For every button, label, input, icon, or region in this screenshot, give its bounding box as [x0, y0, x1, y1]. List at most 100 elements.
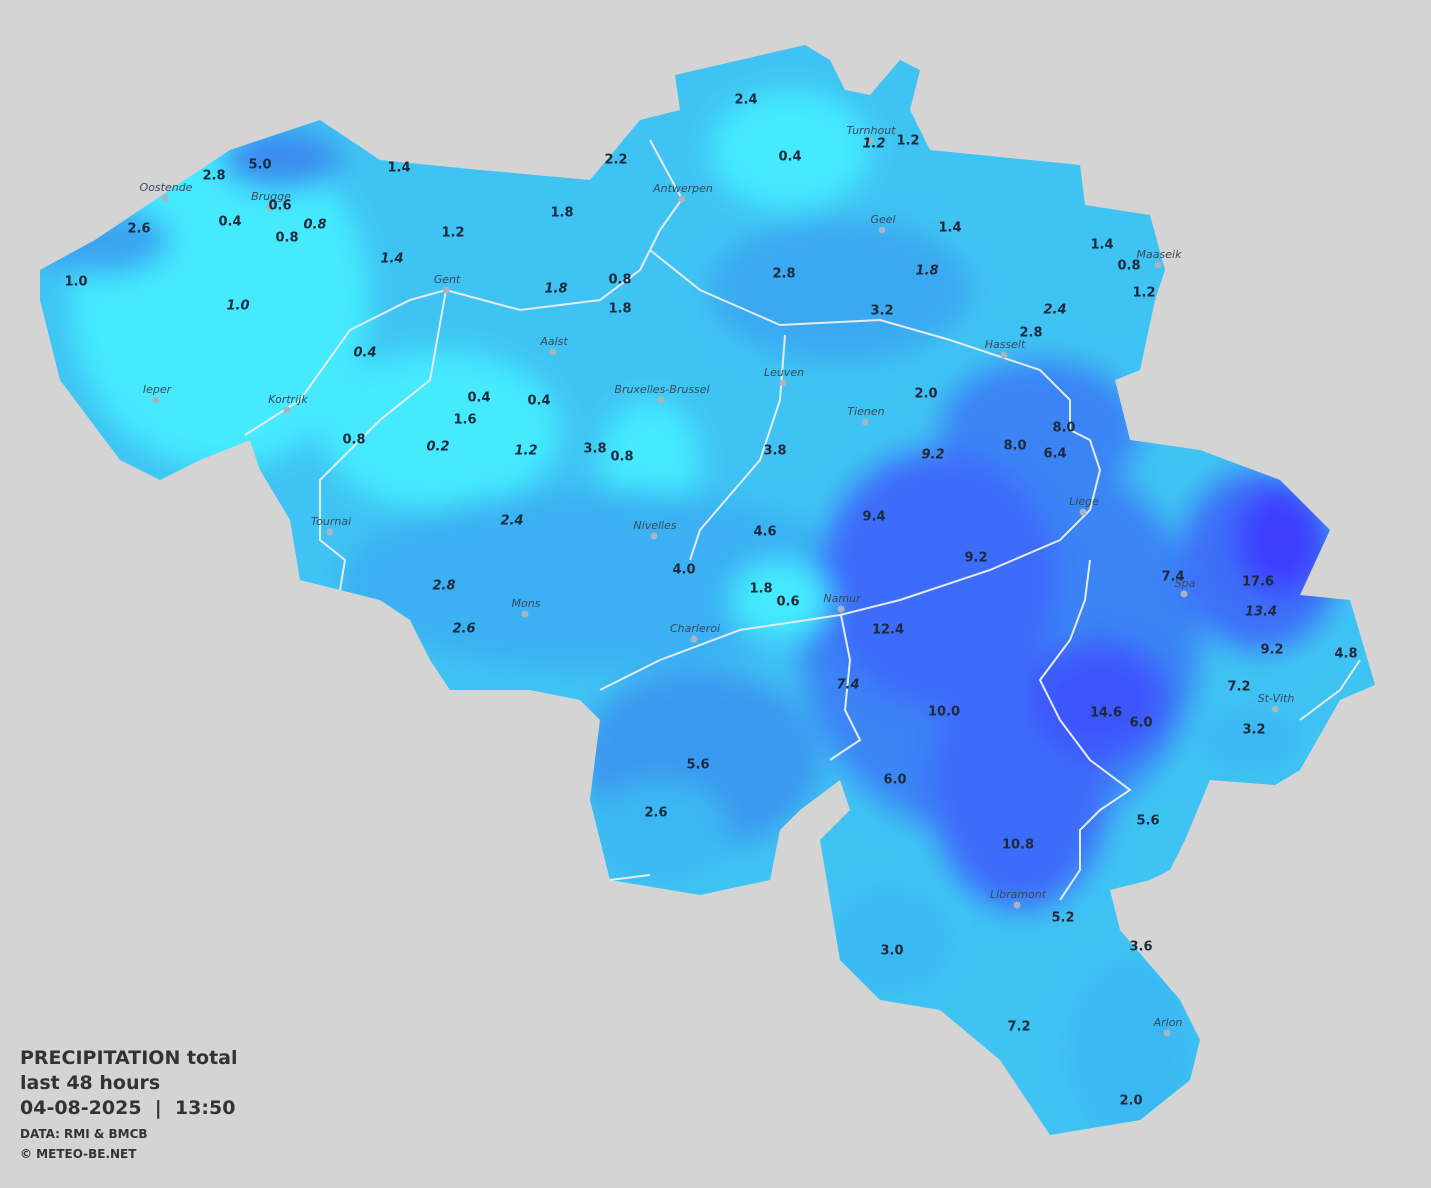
reading: 5.2 [1051, 911, 1074, 926]
city-label: Namur [823, 592, 862, 605]
city-label: Antwerpen [652, 182, 713, 195]
city-dot [861, 418, 869, 426]
city-dot [152, 396, 160, 404]
reading: 6.4 [1043, 447, 1066, 462]
reading: 2.0 [914, 387, 937, 402]
reading: 2.6 [644, 806, 667, 821]
readings: 2.4 5.0 2.8 2.2 0.4 1.2 1.4 0.6 0.4 0.8 2.6 1.8 1.2 1… [64, 93, 1357, 1109]
reading-secondary: 0.2 [426, 440, 449, 455]
city-label: Brugge [251, 190, 291, 203]
river-meuse-south [829, 614, 862, 761]
city-dot [1271, 705, 1279, 713]
cities: Oostende Brugge Antwerpen Turnhout Geel Maase… [140, 124, 1295, 1037]
legend-source: DATA: RMI & BMCB [20, 1127, 148, 1141]
city-label: Spa [1175, 577, 1196, 590]
reading: 0.8 [1117, 259, 1140, 274]
reading: 14.6 [1090, 706, 1122, 721]
city-dot [161, 194, 169, 202]
rivers [244, 139, 1361, 901]
city-label: Libramont [990, 888, 1047, 901]
reading: 1.2 [1132, 286, 1155, 301]
city-label: Aalst [539, 335, 568, 348]
city-label: Ieper [143, 383, 173, 396]
reading: 5.6 [686, 758, 709, 773]
reading-secondary: 0.4 [353, 346, 376, 361]
city-dot [1163, 1029, 1171, 1037]
reading-secondary: 1.2 [514, 444, 537, 459]
reading-secondary: 2.4 [1043, 303, 1066, 318]
reading-secondary: 7.4 [836, 678, 859, 693]
reading: 6.0 [1129, 716, 1152, 731]
reading: 7.4 [1161, 570, 1184, 585]
reading: 4.8 [1334, 647, 1357, 662]
reading: 1.4 [938, 221, 961, 236]
reading: 12.4 [872, 623, 904, 638]
reading: 7.2 [1007, 1020, 1030, 1035]
reading: 0.8 [275, 231, 298, 246]
city-dot [866, 137, 874, 145]
city-dot [837, 605, 845, 613]
reading: 0.8 [610, 450, 633, 465]
city-dot [779, 379, 787, 387]
city-dot [878, 226, 886, 234]
reading-secondary: 13.4 [1245, 605, 1277, 620]
legend-copyright: © METEO-BE.NET [20, 1147, 137, 1161]
canal [649, 249, 1071, 430]
reading: 0.8 [342, 433, 365, 448]
reading-secondary: 1.0 [226, 299, 249, 314]
reading: 8.0 [1052, 421, 1075, 436]
reading-secondary: 9.2 [921, 448, 944, 463]
city-dot [1079, 508, 1087, 516]
reading: 1.8 [749, 582, 772, 597]
city-label: Gent [434, 273, 461, 286]
city-label: Arlon [1153, 1016, 1183, 1029]
river-lys [319, 289, 447, 591]
reading: 9.2 [964, 551, 987, 566]
city-label: Charleroi [670, 622, 720, 635]
city-label: Liege [1069, 495, 1099, 508]
reading: 2.0 [1119, 1094, 1142, 1109]
city-dot [442, 286, 450, 294]
reading: 2.6 [127, 222, 150, 237]
city-label: Leuven [764, 366, 804, 379]
reading: 1.8 [550, 206, 573, 221]
reading: 1.0 [64, 275, 87, 290]
reading: 17.6 [1242, 575, 1274, 590]
reading: 3.2 [870, 304, 893, 319]
city-dot [650, 532, 658, 540]
city-label: Mons [512, 597, 541, 610]
reading-secondary: 2.6 [452, 622, 475, 637]
reading-secondary: 2.4 [500, 514, 523, 529]
reading-secondary: 1.2 [862, 137, 885, 152]
city-dot [549, 348, 557, 356]
river-scheldt [244, 139, 684, 436]
reading: 5.6 [1136, 814, 1159, 829]
river-semois [609, 874, 651, 881]
city-dot [521, 610, 529, 618]
city-label: St-Vith [1258, 692, 1295, 705]
legend-datetime: 04-08-2025 | 13:50 [20, 1097, 235, 1119]
reading: 7.2 [1227, 680, 1250, 695]
river-ourthe [1038, 559, 1132, 901]
city-label: Kortrijk [268, 393, 308, 406]
reading: 9.2 [1260, 643, 1283, 658]
reading: 5.0 [248, 158, 271, 173]
city-dot [1013, 901, 1021, 909]
legend: PRECIPITATION total last 48 hours 04-08-… [20, 1047, 238, 1161]
city-dot [1154, 261, 1162, 269]
reading: 2.8 [772, 267, 795, 282]
reading: 0.6 [268, 199, 291, 214]
river-meuse-north [599, 429, 1102, 691]
reading: 1.2 [441, 226, 464, 241]
reading: 0.6 [776, 595, 799, 610]
reading: 1.4 [1090, 238, 1113, 253]
city-label: Tournai [311, 515, 351, 528]
city-label: Oostende [140, 181, 193, 194]
reading: 3.8 [583, 442, 606, 457]
reading-secondary: 2.8 [432, 579, 455, 594]
city-dot [1180, 590, 1188, 598]
city-dot [326, 528, 334, 536]
reading: 3.2 [1242, 723, 1265, 738]
reading: 4.6 [753, 525, 776, 540]
